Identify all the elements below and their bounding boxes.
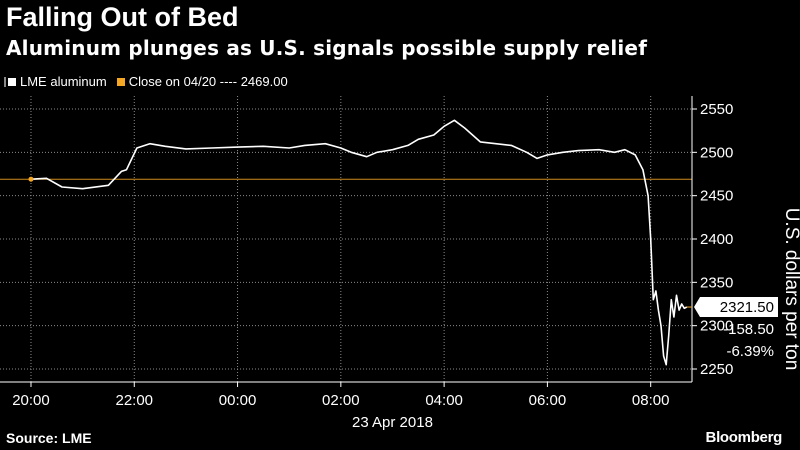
legend-series-swatch [8,77,16,86]
x-tick-label: 02:00 [322,392,360,409]
y-tick-label: 2550 [700,101,733,118]
source-note: Source: LME [6,430,92,446]
brand-logo: Bloomberg [705,429,783,446]
grid-lines [0,96,692,382]
x-tick-label: 08:00 [632,392,670,409]
x-tick-label: 06:00 [529,392,567,409]
series-group [28,119,688,366]
x-tick-label: 00:00 [219,392,257,409]
legend-close-label: Close on 04/20 ---- 2469.00 [128,74,288,89]
y-tick-label: 2250 [700,361,733,378]
y-tick-label: 2500 [700,144,733,161]
y-tick-label: 2400 [700,231,733,248]
legend-series-label: LME aluminum [20,74,107,89]
x-tick-label: 20:00 [12,392,50,409]
y-tick-label: 2300 [700,318,733,335]
legend-series: LME aluminum [4,74,107,89]
series-line-lme-aluminum [30,119,688,366]
x-date-label: 23 Apr 2018 [352,414,433,431]
last-value-label: 2321.50 [720,299,774,316]
legend-tick-icon [4,76,6,87]
x-tick-label: 22:00 [115,392,153,409]
legend: LME aluminum Close on 04/20 ---- 2469.00 [4,74,298,89]
x-tick-label: 04:00 [425,392,463,409]
chart-subtitle: Aluminum plunges as U.S. signals possibl… [6,36,648,60]
last-value-tag [694,297,778,318]
axes [0,96,697,387]
y-tick-label: 2350 [700,274,733,291]
axis-labels: 2250 2300 2350 2400 2450 2500 2550 20:00 22:00 00… [12,101,800,431]
legend-close-swatch [116,77,125,86]
legend-close: Close on 04/20 ---- 2469.00 [116,74,288,89]
pct-change-label: -6.39% [726,343,774,360]
y-tick-label: 2450 [700,188,733,205]
chart-title: Falling Out of Bed [6,2,239,32]
y-axis-title: U.S. dollars per ton [781,208,800,371]
series-start-point [28,176,34,182]
change-label: -158.50 [723,321,774,338]
last-value-box: 2321.50 -158.50 -6.39% [686,297,778,360]
